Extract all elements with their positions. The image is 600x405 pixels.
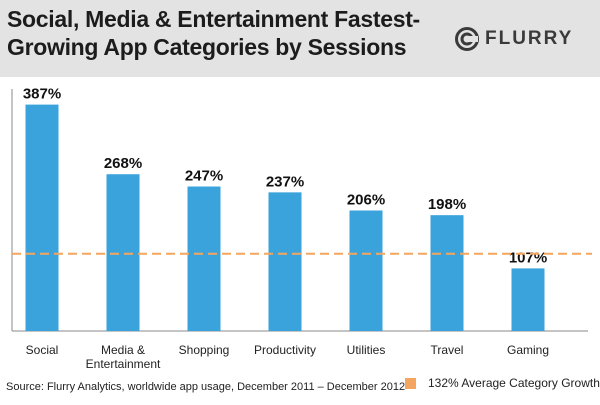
- bar-value-label-5: 198%: [428, 196, 466, 213]
- category-label-3: Productivity: [254, 343, 316, 357]
- bar-value-label-6: 107%: [509, 249, 547, 266]
- bar-chart: 387% Social 268% Media & Entertainment 247% Sh…: [11, 86, 592, 371]
- bar-value-label-0: 387%: [23, 86, 61, 103]
- category-label-1: Media & Entertainment: [86, 343, 161, 371]
- bar-value-label-4: 206%: [347, 191, 385, 208]
- category-label-6: Gaming: [507, 343, 549, 357]
- bar-4: [349, 210, 383, 331]
- logo-text: FLURRY: [485, 28, 574, 49]
- bar-value-label-3: 237%: [266, 173, 304, 190]
- category-label-2: Shopping: [179, 343, 230, 357]
- category-label-4: Utilities: [347, 343, 386, 357]
- flurry-swirl-icon: [455, 27, 479, 51]
- bar-6: [511, 268, 545, 331]
- flurry-logo: FLURRY: [455, 26, 573, 52]
- bar-1: [106, 174, 140, 331]
- source-note: Source: Flurry Analytics, worldwide app …: [6, 381, 406, 393]
- legend-swatch: [405, 377, 416, 389]
- bar-0: [25, 104, 59, 331]
- category-label-0: Social: [26, 343, 59, 357]
- header-banner: Social, Media & Entertainment Fastest-Gr…: [0, 0, 600, 77]
- bar-value-label-2: 247%: [185, 168, 223, 185]
- bar-3: [268, 192, 302, 331]
- legend: 132% Average Category Growth: [405, 376, 600, 390]
- bar-5: [430, 215, 464, 331]
- bar-2: [187, 186, 221, 331]
- legend-label: 132% Average Category Growth: [428, 376, 600, 390]
- category-label-5: Travel: [431, 343, 464, 357]
- chart-title: Social, Media & Entertainment Fastest-Gr…: [7, 6, 420, 60]
- bar-value-label-1: 268%: [104, 155, 142, 172]
